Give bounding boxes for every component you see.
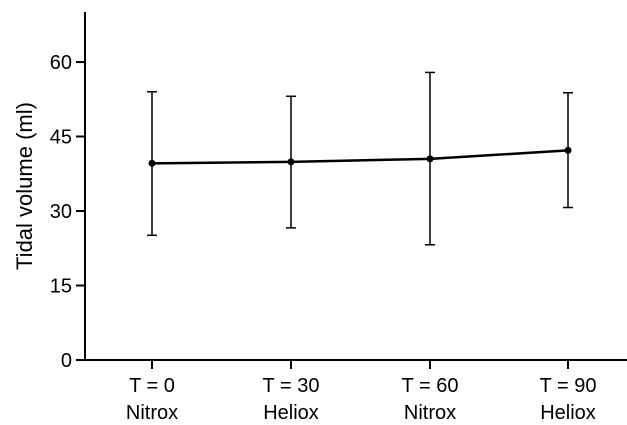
x-ticks: T = 0 Nitrox T = 30 Heliox T = 60 Nitrox T = 9… <box>126 360 597 424</box>
y-axis: 0 15 30 45 60 <box>50 12 86 372</box>
y-tick-label: 45 <box>50 127 72 149</box>
plot-area <box>147 71 573 246</box>
x-tick-sublabel: Nitrox <box>404 402 456 424</box>
data-point <box>148 159 156 167</box>
x-tick-label: T = 90 <box>540 375 597 397</box>
x-tick-sublabel: Heliox <box>540 402 596 424</box>
data-point <box>287 158 295 166</box>
y-tick-label: 30 <box>50 201 72 223</box>
x-tick-label: T = 0 <box>129 375 175 397</box>
x-tick-label: T = 60 <box>402 375 459 397</box>
x-axis: T = 0 Nitrox T = 30 Heliox T = 60 Nitrox T = 9… <box>84 359 627 424</box>
y-tick-label: 15 <box>50 276 72 298</box>
data-point <box>426 155 434 163</box>
y-tick-label: 0 <box>61 350 72 372</box>
y-axis-title: Tidal volume (ml) <box>12 102 37 270</box>
x-tick-sublabel: Nitrox <box>126 402 178 424</box>
y-tick-label: 60 <box>50 52 72 74</box>
data-point <box>564 146 572 154</box>
series-line <box>151 149 569 165</box>
x-tick-label: T = 30 <box>263 375 320 397</box>
y-ticks: 0 15 30 45 60 <box>50 52 85 372</box>
x-tick-sublabel: Heliox <box>263 402 319 424</box>
